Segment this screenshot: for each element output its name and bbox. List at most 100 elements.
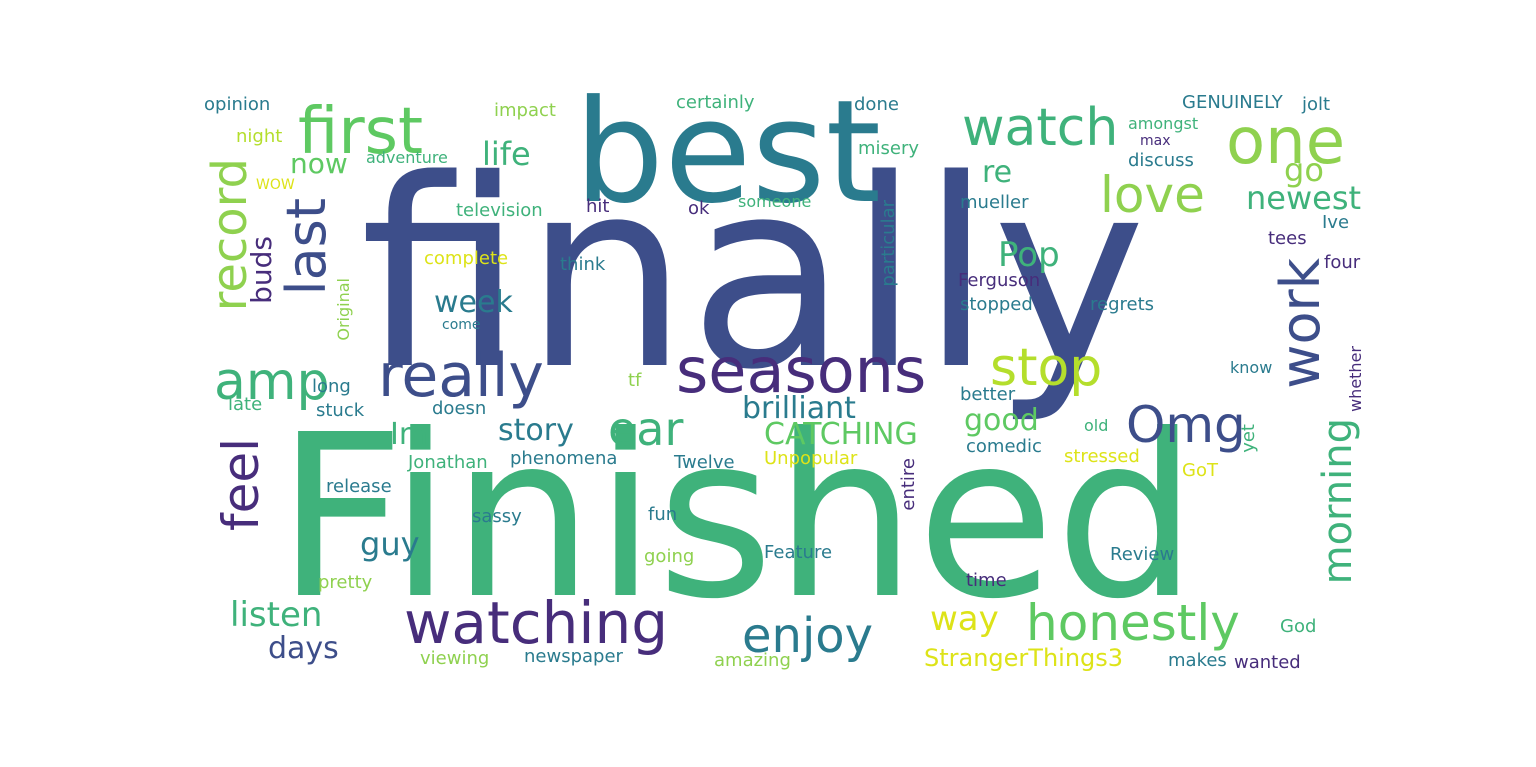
word-newest: newest <box>1246 179 1362 217</box>
word-stuck: stuck <box>316 400 365 421</box>
word-done: done <box>854 94 899 115</box>
word-feature: Feature <box>764 542 833 563</box>
word-best: best <box>574 88 882 235</box>
word-yet: yet <box>1238 424 1259 453</box>
word-catching: CATCHING <box>764 417 918 452</box>
word-whether: whether <box>1346 346 1365 412</box>
word-omg: Omg <box>1126 396 1246 454</box>
word-enjoy: enjoy <box>742 608 874 664</box>
word-morning: morning <box>1315 418 1361 585</box>
word-newspaper: newspaper <box>524 646 623 667</box>
word-ok: ok <box>688 198 710 219</box>
word-good: good <box>964 403 1039 438</box>
word-release: release <box>326 476 392 497</box>
word-brilliant: brilliant <box>742 391 856 426</box>
word-opinion: opinion <box>204 94 271 115</box>
word-wow: WOW <box>256 177 295 193</box>
word-feel: feel <box>212 438 270 532</box>
word-finished: Finished <box>276 387 1198 649</box>
word-going: going <box>644 546 695 567</box>
word-hit: hit <box>586 196 610 217</box>
word-original: Original <box>334 278 353 341</box>
word-sassy: sassy <box>472 506 522 527</box>
word-certainly: certainly <box>676 92 755 113</box>
word-misery: misery <box>858 138 920 159</box>
word-particular: particular <box>878 200 899 287</box>
word-think: think <box>560 254 606 275</box>
word-unpopular: Unpopular <box>764 448 858 469</box>
word-go: go <box>1284 151 1324 189</box>
word-got: GoT <box>1182 460 1218 481</box>
word-come: come <box>442 317 481 333</box>
word-ferguson: Ferguson <box>958 270 1041 291</box>
word-twelve: Twelve <box>674 452 735 473</box>
word-re: re <box>982 155 1013 190</box>
word-now: now <box>290 147 348 180</box>
word-know: know <box>1230 358 1273 377</box>
word-seasons: seasons <box>676 334 927 407</box>
word-amp: amp <box>214 352 330 412</box>
word-ear: ear <box>608 402 684 456</box>
word-viewing: viewing <box>420 648 490 669</box>
word-finally: finally <box>360 125 1147 427</box>
word-week: week <box>434 285 513 320</box>
word-honestly: honestly <box>1026 594 1240 652</box>
word-cloud: finally Finished best first watch one lo… <box>198 88 1368 678</box>
word-late: late <box>228 394 263 415</box>
word-work: work <box>1269 258 1332 389</box>
word-pretty: pretty <box>318 572 373 593</box>
word-im: Im <box>390 417 429 452</box>
word-jolt: jolt <box>1302 94 1331 115</box>
word-doesn: doesn <box>432 398 487 419</box>
word-entire: entire <box>898 458 919 511</box>
word-complete: complete <box>424 248 509 269</box>
word-fun: fun <box>648 504 678 525</box>
word-life: life <box>482 135 531 173</box>
word-pop: Pop <box>998 235 1060 275</box>
word-watch: watch <box>962 98 1119 158</box>
word-last: last <box>275 198 338 296</box>
word-listen: listen <box>230 595 323 635</box>
word-wanted: wanted <box>1234 652 1301 673</box>
word-max: max <box>1140 133 1171 149</box>
word-review: Review <box>1110 544 1175 565</box>
word-impact: impact <box>494 100 556 121</box>
word-guy: guy <box>360 525 420 563</box>
word-television: television <box>456 200 543 221</box>
word-one: one <box>1226 105 1346 179</box>
word-stressed: stressed <box>1064 446 1140 467</box>
word-long: long <box>312 376 351 397</box>
word-comedic: comedic <box>966 436 1042 457</box>
word-stopped: stopped <box>960 294 1033 315</box>
word-strangerthings3: StrangerThings3 <box>924 644 1124 672</box>
word-amazing: amazing <box>714 650 791 671</box>
word-days: days <box>268 631 339 666</box>
word-genuinely: GENUINELY <box>1182 92 1283 113</box>
word-tf: tf <box>628 370 642 391</box>
word-time: time <box>966 570 1007 591</box>
word-mueller: mueller <box>960 192 1029 213</box>
word-tees: tees <box>1268 228 1307 249</box>
word-stop: stop <box>990 338 1103 398</box>
word-ive: Ive <box>1322 212 1350 233</box>
word-watching: watching <box>404 589 669 657</box>
word-love: love <box>1100 166 1205 224</box>
word-amongst: amongst <box>1128 114 1199 133</box>
word-better: better <box>960 384 1016 405</box>
word-way: way <box>930 599 999 639</box>
word-someone: someone <box>738 192 812 211</box>
word-really: really <box>378 341 544 411</box>
word-adventure: adventure <box>366 148 448 167</box>
word-story: story <box>498 413 574 448</box>
word-night: night <box>236 126 283 147</box>
word-four: four <box>1324 252 1361 273</box>
word-phenomena: phenomena <box>510 448 618 469</box>
word-jonathan: Jonathan <box>408 452 488 473</box>
word-first: first <box>298 95 424 169</box>
word-buds: buds <box>245 236 278 304</box>
word-makes: makes <box>1168 650 1227 671</box>
word-discuss: discuss <box>1128 150 1194 171</box>
word-regrets: regrets <box>1090 294 1155 315</box>
word-old: old <box>1084 416 1109 435</box>
